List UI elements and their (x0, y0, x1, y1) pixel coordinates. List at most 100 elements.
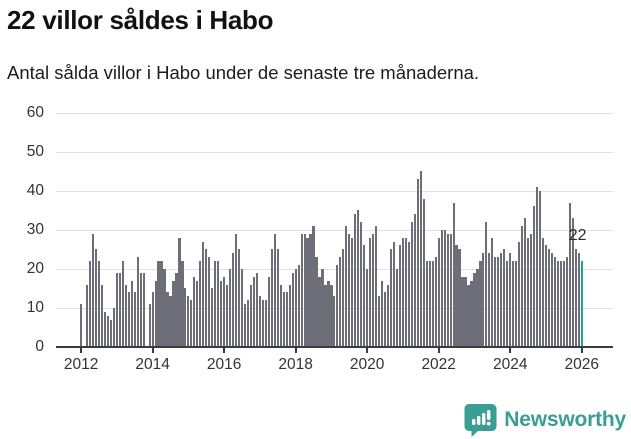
bar (527, 237, 530, 347)
y-gridline (56, 268, 613, 270)
bar (407, 241, 410, 347)
bar (354, 214, 357, 347)
bar (142, 272, 145, 347)
bar (306, 237, 309, 347)
bar (565, 257, 568, 347)
x-axis-tick (151, 348, 154, 353)
bar (291, 272, 294, 347)
x-axis-tick (509, 348, 512, 353)
bar (541, 237, 545, 347)
bar (443, 229, 446, 347)
bar (327, 280, 330, 347)
x-axis-tick (580, 348, 583, 353)
bar (410, 222, 413, 347)
bar (288, 284, 291, 347)
bar (550, 253, 554, 347)
bar (220, 280, 223, 347)
bar (559, 261, 562, 347)
bar (312, 225, 315, 347)
bar (446, 233, 449, 347)
bar (124, 284, 127, 347)
bar (321, 268, 324, 347)
bar (464, 276, 467, 347)
bar (497, 257, 500, 347)
bar (151, 292, 154, 347)
bar (252, 276, 256, 347)
bar (199, 261, 202, 347)
bar (279, 284, 282, 347)
bar (324, 284, 327, 347)
bar (115, 272, 118, 347)
bar (369, 237, 372, 347)
bar (568, 202, 571, 347)
bar (163, 268, 166, 347)
x-axis-label: 2024 (492, 356, 528, 373)
bar (136, 257, 139, 347)
bar (500, 253, 503, 347)
bar (386, 284, 390, 347)
y-gridline (56, 190, 613, 192)
bar (318, 276, 321, 347)
bar (348, 233, 351, 347)
x-axis-tick (437, 348, 440, 353)
bar (440, 229, 443, 347)
bar (103, 311, 107, 347)
bar (133, 292, 136, 347)
page-title: 22 villor såldes i Habo (7, 5, 274, 35)
bar (202, 241, 205, 347)
x-axis-label: 2018 (278, 356, 313, 373)
bar (157, 261, 160, 347)
bar (282, 292, 285, 347)
x-axis-label: 2014 (135, 356, 170, 373)
bar (211, 288, 214, 347)
bar (404, 237, 407, 347)
bar (267, 276, 270, 347)
bar (372, 233, 375, 347)
bar (223, 276, 226, 347)
bar (518, 241, 521, 347)
bar (243, 304, 247, 347)
bar (261, 300, 264, 347)
x-axis-label: 2026 (564, 356, 599, 373)
newsworthy-icon (464, 404, 497, 437)
bar (398, 245, 402, 347)
bar (357, 210, 360, 347)
bar (187, 296, 190, 347)
y-axis-label: 0 (35, 338, 44, 355)
bar (273, 233, 276, 347)
bar (473, 272, 476, 347)
bar (160, 261, 163, 347)
value-annotation: 22 (568, 227, 587, 245)
bar (380, 280, 384, 347)
bar (184, 288, 187, 347)
bar (297, 264, 300, 347)
bar (395, 268, 399, 347)
bar (205, 249, 208, 347)
bar (330, 284, 333, 347)
bar (342, 249, 345, 347)
bar (80, 304, 83, 347)
x-axis-tick (366, 348, 369, 353)
bar (479, 261, 482, 347)
bar (547, 249, 551, 347)
y-axis-label: 60 (26, 103, 44, 121)
bar (383, 292, 387, 347)
bar (577, 253, 580, 347)
bar (208, 257, 211, 347)
bar (166, 292, 169, 347)
bar (375, 225, 378, 347)
bar (172, 280, 175, 347)
page-subtitle: Antal sålda villor i Habo under de senas… (7, 62, 480, 83)
bar (94, 249, 98, 347)
bar (300, 233, 303, 347)
bar (521, 225, 524, 347)
x-axis-label: 2012 (63, 356, 99, 373)
bar (193, 276, 196, 347)
bar (574, 249, 577, 347)
bar (571, 218, 574, 347)
bar (461, 276, 464, 347)
bar (449, 233, 452, 347)
bar (556, 261, 559, 347)
bar (139, 272, 142, 347)
